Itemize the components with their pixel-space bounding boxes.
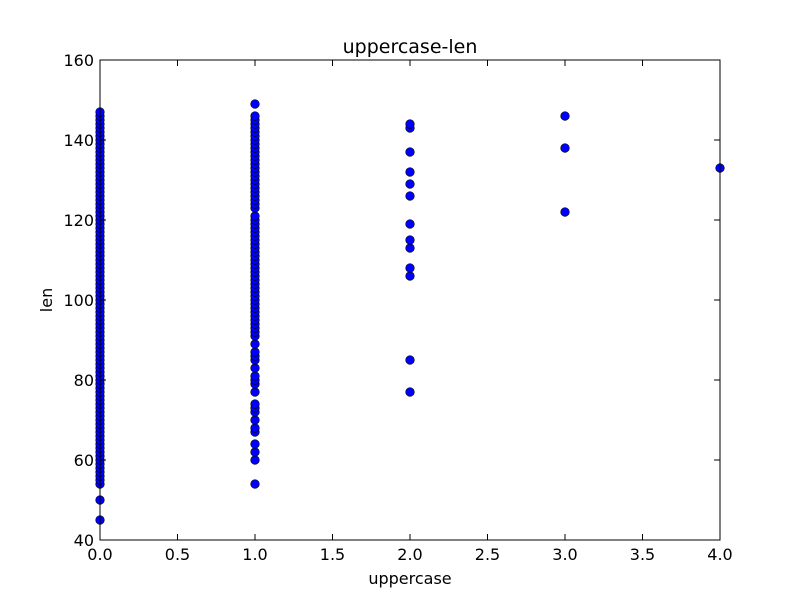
- x-tick-label: 4.0: [707, 545, 732, 564]
- data-point: [560, 143, 570, 153]
- data-point: [250, 455, 260, 465]
- y-tick-label: 80: [74, 371, 94, 390]
- data-point: [250, 99, 260, 109]
- x-tick-label: 0.5: [165, 545, 190, 564]
- data-point: [405, 167, 415, 177]
- y-tick-label: 120: [63, 211, 94, 230]
- data-point: [405, 271, 415, 281]
- y-tick-label: 40: [74, 531, 94, 550]
- data-point: [250, 371, 260, 381]
- data-point: [250, 339, 260, 349]
- data-point: [250, 111, 260, 121]
- data-point: [405, 147, 415, 157]
- data-point: [250, 387, 260, 397]
- data-point: [250, 211, 260, 221]
- data-point: [405, 387, 415, 397]
- x-tick-label: 0.0: [87, 545, 112, 564]
- y-tick-label: 140: [63, 131, 94, 150]
- x-tick-label: 3.5: [630, 545, 655, 564]
- data-point: [250, 479, 260, 489]
- data-point: [250, 399, 260, 409]
- data-point: [405, 219, 415, 229]
- data-point: [250, 363, 260, 373]
- data-point: [405, 355, 415, 365]
- y-tick-labels: 40 60 80 100 120 140 160: [63, 51, 94, 550]
- x-tick-label: 3.0: [552, 545, 577, 564]
- data-point: [405, 263, 415, 273]
- data-point: [250, 423, 260, 433]
- data-point: [250, 415, 260, 425]
- x-tick-label: 2.0: [397, 545, 422, 564]
- data-point: [405, 191, 415, 201]
- plot-frame: [99, 59, 721, 541]
- x-tick-label: 1.0: [242, 545, 267, 564]
- x-axis-label: uppercase: [368, 569, 451, 588]
- x-tick-label: 1.5: [320, 545, 345, 564]
- data-point: [405, 179, 415, 189]
- chart-title: uppercase-len: [343, 36, 478, 58]
- data-point: [405, 119, 415, 129]
- y-axis-label: len: [37, 288, 56, 312]
- data-point: [405, 243, 415, 253]
- y-tick-label: 160: [63, 51, 94, 70]
- data-point: [405, 235, 415, 245]
- plot-area: [100, 60, 720, 540]
- x-tick-label: 2.5: [475, 545, 500, 564]
- y-tick-label: 100: [63, 291, 94, 310]
- data-point: [250, 439, 260, 449]
- data-point: [560, 207, 570, 217]
- data-point: [560, 111, 570, 121]
- data-point: [250, 447, 260, 457]
- y-tick-label: 60: [74, 451, 94, 470]
- x-tick-labels: 0.0 0.5 1.0 1.5 2.0 2.5 3.0 3.5 4.0: [87, 545, 732, 564]
- data-point: [250, 347, 260, 357]
